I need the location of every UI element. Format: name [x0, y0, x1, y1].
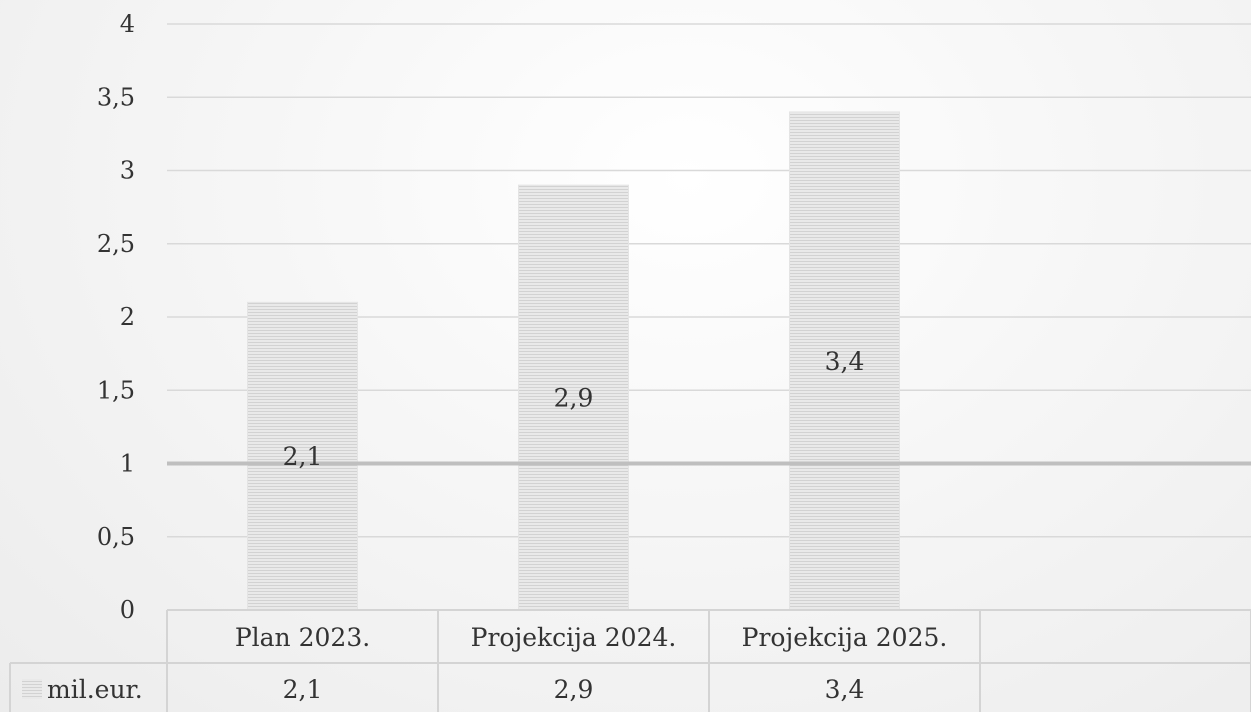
y-tick-label: 0 [120, 596, 135, 624]
table-value: 2,1 [283, 675, 323, 704]
data-label: 2,1 [283, 442, 323, 471]
legend-swatch [22, 679, 42, 699]
y-tick-label: 2,5 [97, 230, 135, 258]
y-tick-label: 4 [120, 10, 135, 38]
category-label: Projekcija 2024. [471, 623, 677, 652]
category-label: Projekcija 2025. [742, 623, 948, 652]
bar [247, 301, 358, 611]
y-tick-label: 1 [120, 450, 135, 478]
y-tick-label: 3,5 [97, 83, 135, 111]
y-tick-label: 1,5 [97, 376, 135, 404]
data-label: 3,4 [825, 347, 865, 376]
category-label: Plan 2023. [235, 623, 370, 652]
y-tick-label: 0,5 [97, 523, 135, 551]
table-value: 2,9 [554, 675, 594, 704]
y-tick-label: 2 [120, 303, 135, 331]
bar [518, 184, 629, 611]
y-tick-label: 3 [120, 157, 135, 185]
data-label: 2,9 [554, 384, 594, 413]
legend-label: mil.eur. [47, 675, 143, 704]
table-value: 3,4 [825, 675, 865, 704]
bar [789, 111, 900, 611]
